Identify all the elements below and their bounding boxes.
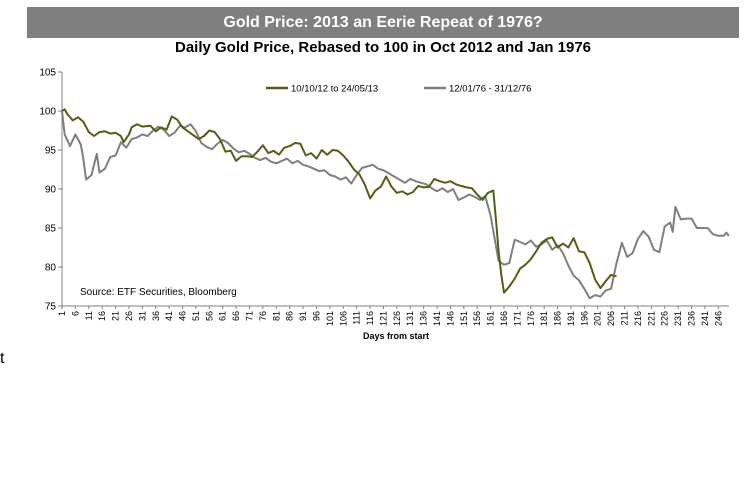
x-tick-label: 11 [84,311,94,320]
x-tick-label: 151 [459,311,469,326]
x-tick-label: 201 [593,311,603,326]
y-tick-label: 105 [39,68,56,79]
legend: 10/10/12 to 24/05/13 12/01/76 - 31/12/76 [266,84,531,95]
legend-item-1976-label: 12/01/76 - 31/12/76 [449,84,531,95]
x-tick-label: 51 [191,311,201,321]
x-tick-label: 41 [164,311,174,321]
x-tick-label: 6 [70,311,80,316]
series-line-1976 [61,110,730,300]
x-tick-label: 231 [673,311,683,326]
x-tick-label: 61 [218,311,228,321]
x-tick-label: 96 [311,311,321,321]
y-tick-label: 95 [45,146,57,157]
stray-text: t [0,350,5,367]
series-lines [61,108,730,300]
x-tick-label: 66 [231,311,241,321]
x-tick-label: 111 [352,311,362,325]
x-tick-label: 91 [298,311,308,321]
x-tick-label: 221 [646,311,656,326]
y-tick-label: 85 [45,224,57,235]
x-tick-label: 116 [365,311,375,325]
x-tick-label: 36 [151,311,161,321]
x-tick-label: 241 [700,311,710,326]
x-tick-label: 126 [392,311,402,326]
x-tick-label: 136 [419,311,429,326]
x-tick-label: 236 [686,311,696,326]
x-tick-label: 246 [713,311,723,326]
x-tick-label: 176 [526,311,536,326]
y-tick-label: 100 [39,107,56,118]
x-tick-label: 141 [432,311,442,326]
x-tick-label: 181 [539,311,549,326]
series-line-2013 [61,108,617,294]
x-tick-label: 46 [178,311,188,321]
x-tick-label: 76 [258,311,268,321]
x-tick-label: 196 [579,311,589,326]
y-tick-label: 90 [45,185,57,196]
chart-title: Daily Gold Price, Rebased to 100 in Oct … [174,39,591,56]
x-tick-label: 211 [620,311,630,325]
x-tick-label: 146 [445,311,455,326]
banner-title: Gold Price: 2013 an Eerie Repeat of 1976… [223,13,543,31]
source-annotation: Source: ETF Securities, Bloomberg [80,287,237,298]
x-tick-label: 216 [633,311,643,326]
y-axis: 75 80 85 90 95 100 105 [39,68,63,313]
x-tick-label: 1 [57,311,67,316]
x-axis: 1 6 11 16 21 26 31 36 41 46 51 56 61 66 71 76 81 86 91 96 10… [57,305,729,326]
x-tick-label: 226 [660,311,670,326]
x-tick-label: 81 [271,311,281,321]
x-tick-label: 56 [204,311,214,321]
x-tick-label: 106 [338,311,348,326]
x-tick-label: 26 [124,311,134,321]
x-tick-label: 86 [285,311,295,321]
x-axis-title: Days from start [363,331,429,341]
x-tick-label: 71 [245,311,255,321]
x-tick-label: 121 [378,311,388,326]
x-tick-label: 156 [472,311,482,326]
legend-item-2013-label: 10/10/12 to 24/05/13 [291,84,378,95]
x-tick-label: 206 [606,311,616,326]
y-tick-label: 80 [45,263,57,274]
x-tick-label: 16 [97,311,107,321]
x-tick-label: 161 [486,311,496,326]
x-tick-label: 21 [111,311,121,321]
y-tick-label: 75 [45,302,57,313]
x-tick-label: 31 [137,311,147,321]
x-tick-label: 191 [566,311,576,326]
report-banner: Gold Price: 2013 an Eerie Repeat of 1976… [27,7,739,38]
x-tick-label: 186 [553,311,563,326]
x-tick-label: 131 [405,311,415,326]
x-tick-label: 166 [499,311,509,326]
x-tick-label: 171 [512,311,522,326]
x-tick-label: 101 [325,311,335,326]
